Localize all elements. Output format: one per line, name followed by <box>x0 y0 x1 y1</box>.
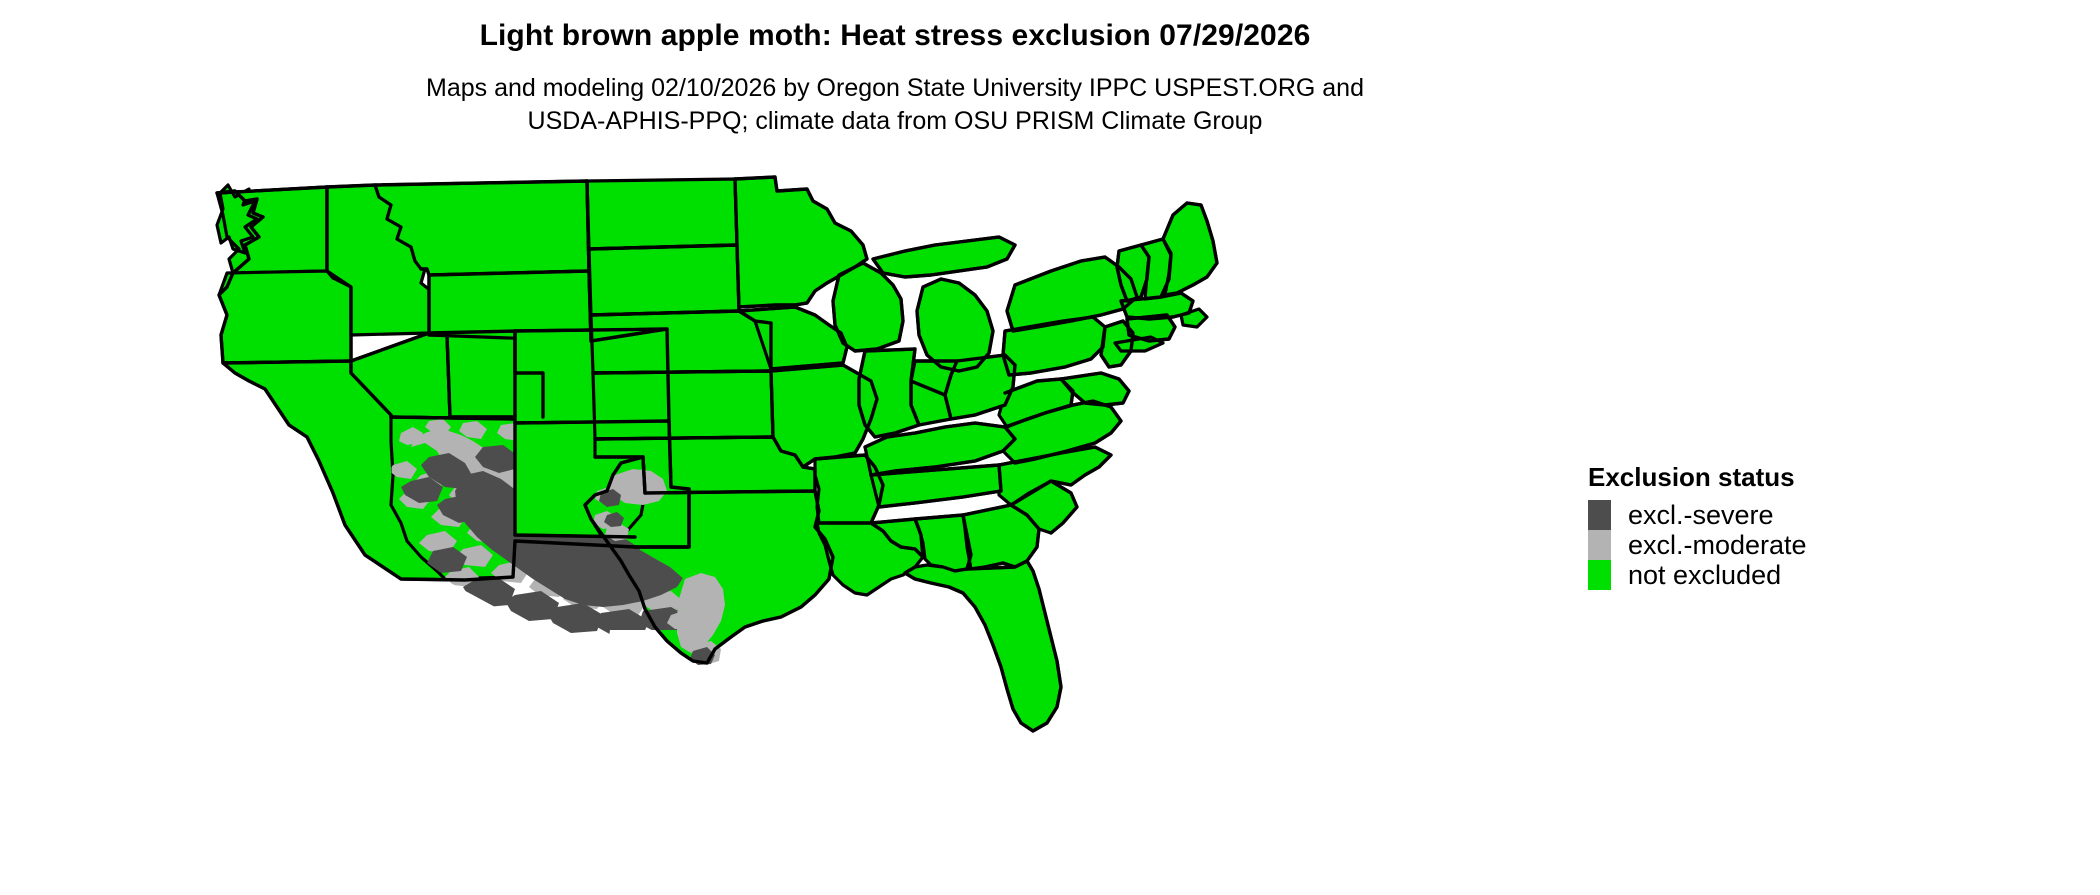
legend-rows: excl.-severe excl.-moderate not excluded <box>1588 500 2008 590</box>
map-land-layer <box>215 175 1219 733</box>
page-subtitle: Maps and modeling 02/10/2026 by Oregon S… <box>0 54 1790 138</box>
state-north-dakota[interactable] <box>585 177 739 251</box>
legend-label-not-excluded: not excluded <box>1628 560 1782 590</box>
subtitle-line-1: Maps and modeling 02/10/2026 by Oregon S… <box>426 74 1364 102</box>
subtitle-line-2: USDA-APHIS-PPQ; climate data from OSU PR… <box>527 107 1263 135</box>
legend-title: Exclusion status <box>1588 462 1795 492</box>
legend-swatch-excl-severe <box>1588 500 1611 530</box>
legend-swatch-excl-moderate <box>1588 530 1611 560</box>
legend-label-excl-moderate: excl.-moderate <box>1628 530 1807 560</box>
coastal-islands <box>1113 307 1209 353</box>
title-block: Light brown apple moth: Heat stress excl… <box>0 18 1790 138</box>
legend-item-excl-moderate[interactable]: excl.-moderate <box>1588 530 2008 560</box>
legend-swatch-not-excluded <box>1588 560 1611 590</box>
us-map-container[interactable] <box>215 175 1565 895</box>
legend-label-excl-severe: excl.-severe <box>1628 500 1774 530</box>
state-south-dakota[interactable] <box>587 243 741 317</box>
legend-item-excl-severe[interactable]: excl.-severe <box>1588 500 2008 530</box>
state-kansas[interactable] <box>591 369 775 441</box>
us-states-choropleth[interactable] <box>215 175 1565 895</box>
legend: Exclusion status excl.-severe excl.-mode… <box>1588 462 2008 590</box>
state-nebraska[interactable] <box>589 309 773 375</box>
state-boundaries <box>215 175 1219 733</box>
state-oregon[interactable] <box>217 269 353 365</box>
page-title: Light brown apple moth: Heat stress excl… <box>479 19 1311 52</box>
legend-item-not-excluded[interactable]: not excluded <box>1588 560 2008 590</box>
